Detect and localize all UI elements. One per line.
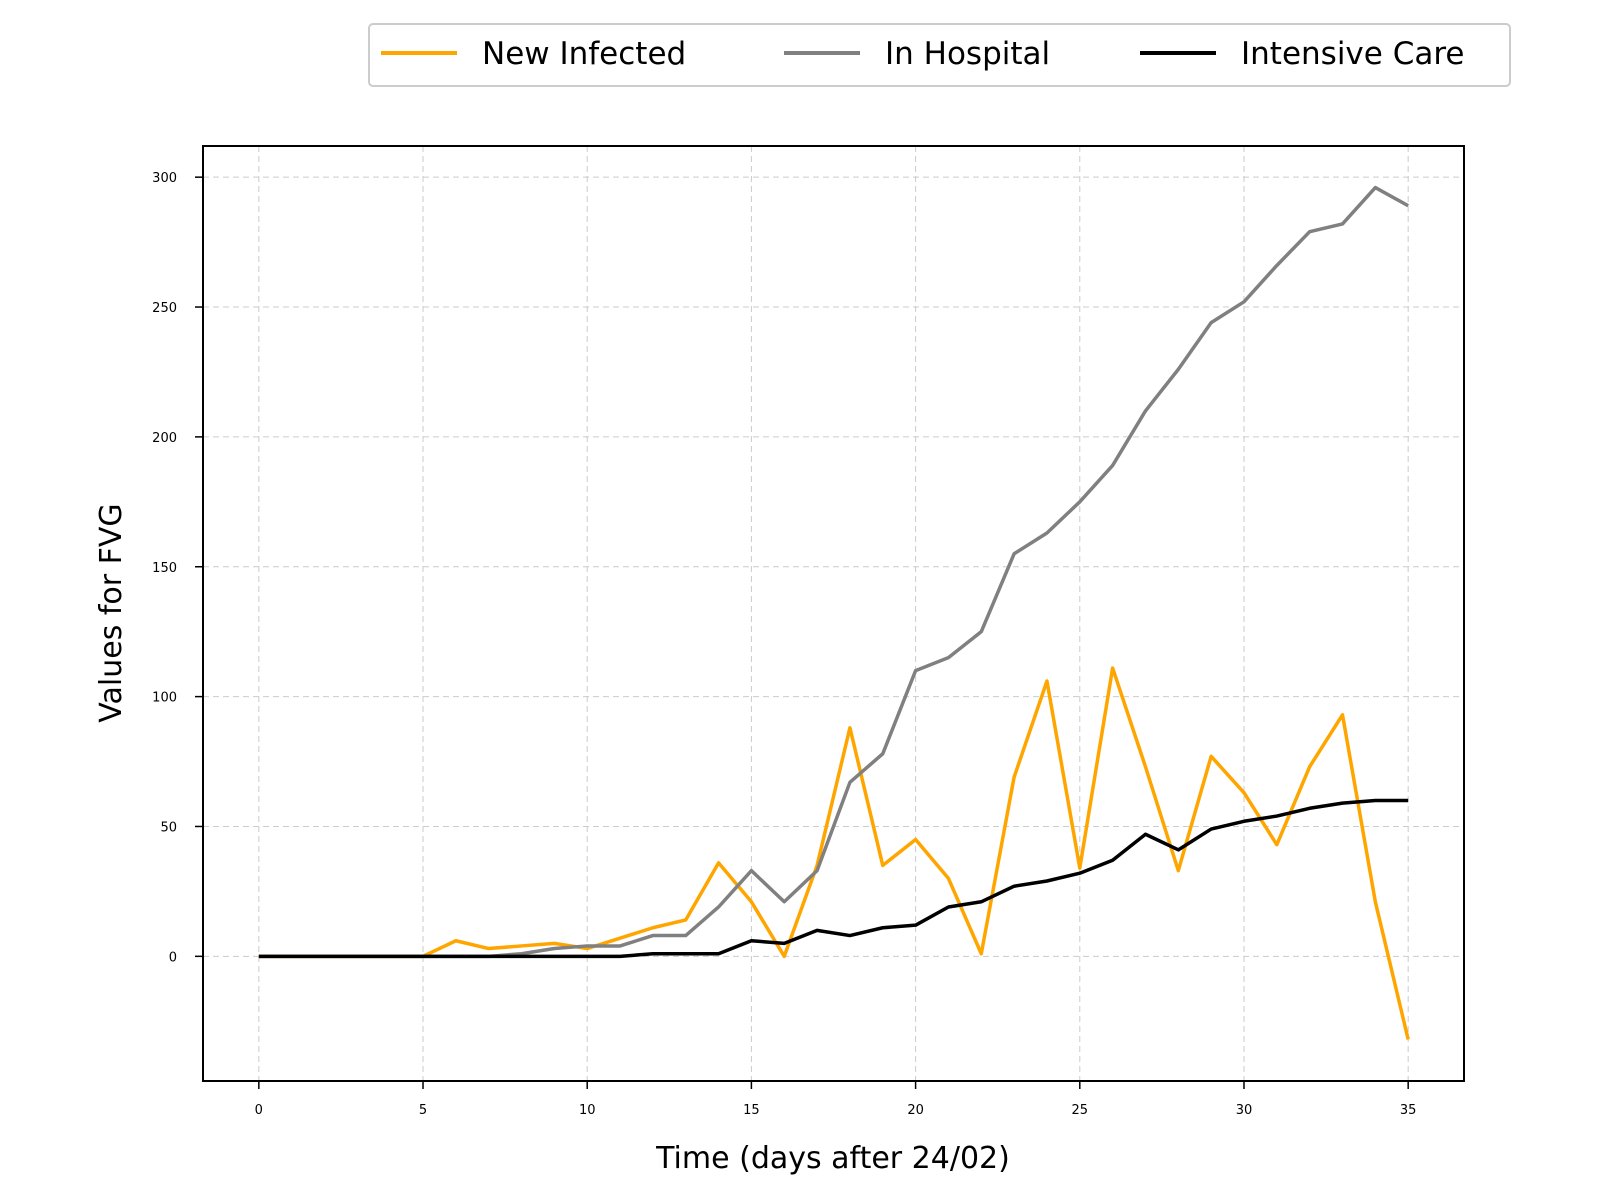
series-layer — [258, 185, 1410, 1040]
series-line-new-infected — [258, 666, 1410, 1040]
legend-label-in-hospital: In Hospital — [885, 36, 1050, 72]
x-tick-label: 5 — [419, 1103, 427, 1118]
legend-label-new-infected: New Infected — [482, 36, 686, 72]
x-tick-label: 15 — [743, 1103, 760, 1118]
x-tick-label: 20 — [907, 1103, 924, 1118]
y-tick-label: 100 — [152, 691, 177, 706]
y-tick-label: 200 — [152, 431, 177, 446]
x-tick-label: 35 — [1400, 1103, 1417, 1118]
x-tick-label: 25 — [1072, 1103, 1089, 1118]
grid — [203, 146, 1464, 1081]
plot-frame — [202, 145, 1465, 1082]
y-tick-label: 150 — [152, 561, 177, 576]
series-line-in-hospital — [258, 185, 1410, 959]
legend-box — [368, 23, 1511, 87]
y-tick-label: 250 — [152, 301, 177, 316]
legend: New Infected In Hospital Intensive Care — [368, 23, 1511, 87]
series-line-intensive-care — [258, 798, 1409, 959]
y-tick-label: 0 — [169, 950, 177, 965]
y-axis-label: Values for FVG — [94, 503, 129, 722]
x-axis-label: Time (days after 24/02) — [655, 1141, 1010, 1176]
x-tick-label: 30 — [1236, 1103, 1253, 1118]
x-tick-label: 0 — [255, 1103, 263, 1118]
x-tick-label: 10 — [579, 1103, 596, 1118]
ticks-layer: 0 5 10 15 20 25 30 35 0 50 100 150 200 250 300 — [152, 171, 1416, 1118]
legend-label-intensive-care: Intensive Care — [1241, 36, 1464, 72]
y-tick-label: 50 — [160, 820, 177, 835]
y-tick-label: 300 — [152, 171, 177, 186]
